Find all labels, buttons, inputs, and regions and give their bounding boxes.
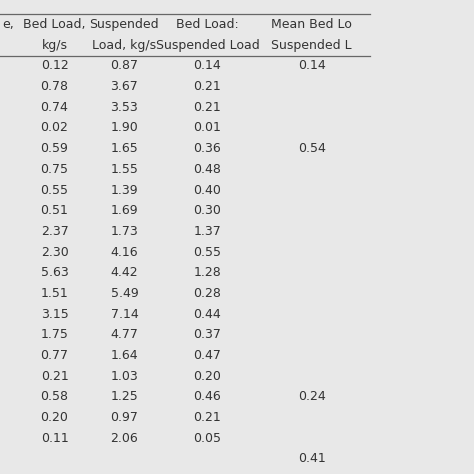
Text: Suspended Load: Suspended Load [155,39,259,52]
Text: 0.14: 0.14 [193,59,221,73]
Text: kg/s: kg/s [42,39,67,52]
Text: 0.46: 0.46 [193,391,221,403]
Text: 2.30: 2.30 [41,246,68,259]
Text: 0.58: 0.58 [40,391,69,403]
Text: 0.47: 0.47 [193,349,221,362]
Text: Mean Bed Lo: Mean Bed Lo [271,18,352,31]
Text: 0.87: 0.87 [110,59,138,73]
Text: 0.24: 0.24 [298,391,326,403]
Text: 1.51: 1.51 [41,287,68,300]
Text: 0.51: 0.51 [41,204,68,217]
Text: 0.21: 0.21 [193,101,221,114]
Text: 1.03: 1.03 [110,370,138,383]
Text: 0.54: 0.54 [298,142,326,155]
Text: 3.53: 3.53 [110,101,138,114]
Text: Load, kg/s: Load, kg/s [92,39,156,52]
Text: 0.74: 0.74 [41,101,68,114]
Text: 1.39: 1.39 [110,183,138,197]
Text: 0.59: 0.59 [41,142,68,155]
Text: 2.06: 2.06 [110,432,138,445]
Text: 0.12: 0.12 [41,59,68,73]
Text: 1.69: 1.69 [110,204,138,217]
Text: 0.02: 0.02 [41,121,68,135]
Text: 1.90: 1.90 [110,121,138,135]
Text: 0.21: 0.21 [193,80,221,93]
Text: 1.73: 1.73 [110,225,138,238]
Text: 0.01: 0.01 [193,121,221,135]
Text: 0.44: 0.44 [193,308,221,320]
Text: 5.49: 5.49 [110,287,138,300]
Text: 0.97: 0.97 [110,411,138,424]
Text: 4.77: 4.77 [110,328,138,341]
Text: 1.25: 1.25 [110,391,138,403]
Text: 4.16: 4.16 [110,246,138,259]
Text: 4.42: 4.42 [110,266,138,279]
Text: 0.05: 0.05 [193,432,221,445]
Text: 0.30: 0.30 [193,204,221,217]
Text: Suspended: Suspended [90,18,159,31]
Text: 0.20: 0.20 [41,411,68,424]
Text: 1.37: 1.37 [193,225,221,238]
Text: 3.15: 3.15 [41,308,68,320]
Text: 0.20: 0.20 [193,370,221,383]
Text: 5.63: 5.63 [41,266,68,279]
Text: Bed Load:: Bed Load: [176,18,239,31]
Text: 0.40: 0.40 [193,183,221,197]
Text: Bed Load,: Bed Load, [23,18,86,31]
Text: 0.14: 0.14 [298,59,326,73]
Text: 1.75: 1.75 [41,328,68,341]
Text: 0.55: 0.55 [193,246,221,259]
Text: 0.55: 0.55 [40,183,69,197]
Text: 0.21: 0.21 [41,370,68,383]
Text: 0.11: 0.11 [41,432,68,445]
Text: 0.41: 0.41 [298,452,326,465]
Text: 0.21: 0.21 [193,411,221,424]
Text: Suspended L: Suspended L [271,39,352,52]
Text: 3.67: 3.67 [110,80,138,93]
Text: 0.48: 0.48 [193,163,221,176]
Text: 1.28: 1.28 [193,266,221,279]
Text: 1.55: 1.55 [110,163,138,176]
Text: 0.37: 0.37 [193,328,221,341]
Text: e,: e, [2,18,14,31]
Text: 1.64: 1.64 [110,349,138,362]
Text: 0.36: 0.36 [193,142,221,155]
Text: 1.65: 1.65 [110,142,138,155]
Text: 0.78: 0.78 [40,80,69,93]
Text: 2.37: 2.37 [41,225,68,238]
Text: 0.28: 0.28 [193,287,221,300]
Text: 0.77: 0.77 [40,349,69,362]
Text: 7.14: 7.14 [110,308,138,320]
Text: 0.75: 0.75 [40,163,69,176]
